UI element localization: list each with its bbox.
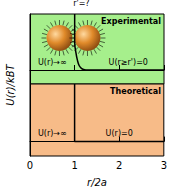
svg-text:r'=?: r'=? — [73, 0, 89, 8]
svg-text:U(r≥r')=0: U(r≥r')=0 — [109, 58, 148, 67]
svg-text:U(r)→∞: U(r)→∞ — [38, 129, 67, 138]
svg-text:2: 2 — [116, 160, 122, 171]
svg-text:1: 1 — [71, 160, 77, 171]
svg-text:Experimental: Experimental — [101, 17, 161, 26]
svg-text:3: 3 — [161, 160, 167, 171]
svg-text:Theoretical: Theoretical — [110, 87, 161, 96]
svg-text:U(r)/kBT: U(r)/kBT — [5, 63, 16, 105]
svg-text:U(r)→∞: U(r)→∞ — [38, 58, 67, 67]
svg-text:U(r)=0: U(r)=0 — [105, 129, 133, 139]
svg-text:r/2a: r/2a — [87, 177, 107, 188]
svg-text:0: 0 — [27, 160, 33, 171]
